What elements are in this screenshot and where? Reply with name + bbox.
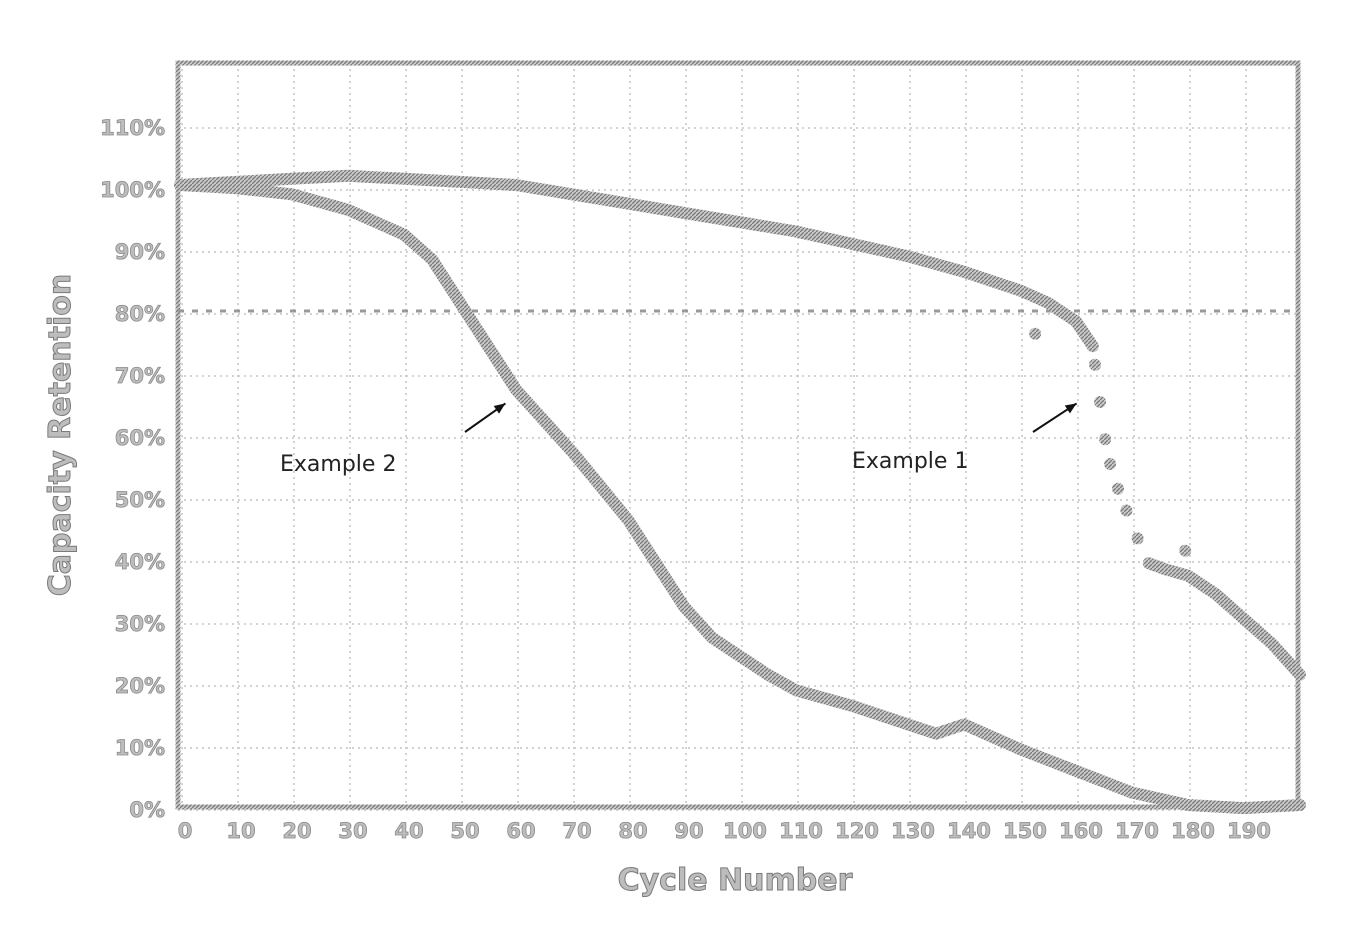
- annotation-label: Example 1: [852, 449, 968, 474]
- x-tick-label: 100: [723, 819, 767, 843]
- example-1-point: [1112, 483, 1124, 495]
- y-tick-label: 0%: [129, 798, 165, 822]
- y-tick-label: 80%: [115, 302, 165, 326]
- x-tick-label: 160: [1059, 819, 1103, 843]
- arrowhead-icon: [1065, 403, 1077, 413]
- example-1-point: [1104, 458, 1116, 470]
- example-2-line: [180, 185, 1300, 808]
- y-tick-label: 60%: [115, 426, 165, 450]
- x-tick-label: 140: [947, 819, 991, 843]
- example-1-point: [1089, 359, 1101, 371]
- x-tick-label: 170: [1115, 819, 1159, 843]
- y-tick-label: 90%: [115, 240, 165, 264]
- x-tick-label: 60: [506, 819, 535, 843]
- example-1-point: [1029, 328, 1041, 340]
- x-tick-label: 30: [338, 819, 367, 843]
- x-tick-label: 20: [282, 819, 311, 843]
- annotation-label: Example 2: [280, 452, 396, 477]
- capacity-retention-chart: 0 10 20 30 40 50 60 70 80 90 100 110 120 130 140 150 160…: [0, 0, 1366, 937]
- y-tick-label: 110%: [100, 116, 165, 140]
- x-tick-label: 150: [1003, 819, 1047, 843]
- x-tick-label: 130: [891, 819, 935, 843]
- y-tick-label: 10%: [115, 736, 165, 760]
- arrowhead-icon: [494, 403, 506, 413]
- x-tick-label: 10: [226, 819, 255, 843]
- y-tick-label: 20%: [115, 674, 165, 698]
- x-tick-label: 80: [618, 819, 647, 843]
- x-tick-label: 110: [779, 819, 823, 843]
- x-axis-title: Cycle Number: [618, 863, 853, 898]
- x-tick-label: 50: [450, 819, 479, 843]
- x-tick-label: 180: [1171, 819, 1215, 843]
- y-tick-label: 50%: [115, 488, 165, 512]
- example-1-point: [1132, 532, 1144, 544]
- y-axis-title: Capacity Retention: [43, 274, 78, 596]
- example-1-point: [1094, 396, 1106, 408]
- y-tick-label: 100%: [100, 178, 165, 202]
- x-tick-label: 0: [178, 819, 193, 843]
- x-tick-label: 70: [562, 819, 591, 843]
- x-tick-label: 40: [394, 819, 423, 843]
- example-1-point: [1179, 545, 1191, 557]
- y-tick-label: 40%: [115, 550, 165, 574]
- x-tick-label: 90: [674, 819, 703, 843]
- example-1-point: [1120, 505, 1132, 517]
- x-tick-label: 120: [835, 819, 879, 843]
- y-tick-label: 70%: [115, 364, 165, 388]
- x-tick-label: 190: [1227, 819, 1271, 843]
- example-1-point: [1099, 433, 1111, 445]
- example-1-tail-line: [1149, 563, 1300, 675]
- y-tick-label: 30%: [115, 612, 165, 636]
